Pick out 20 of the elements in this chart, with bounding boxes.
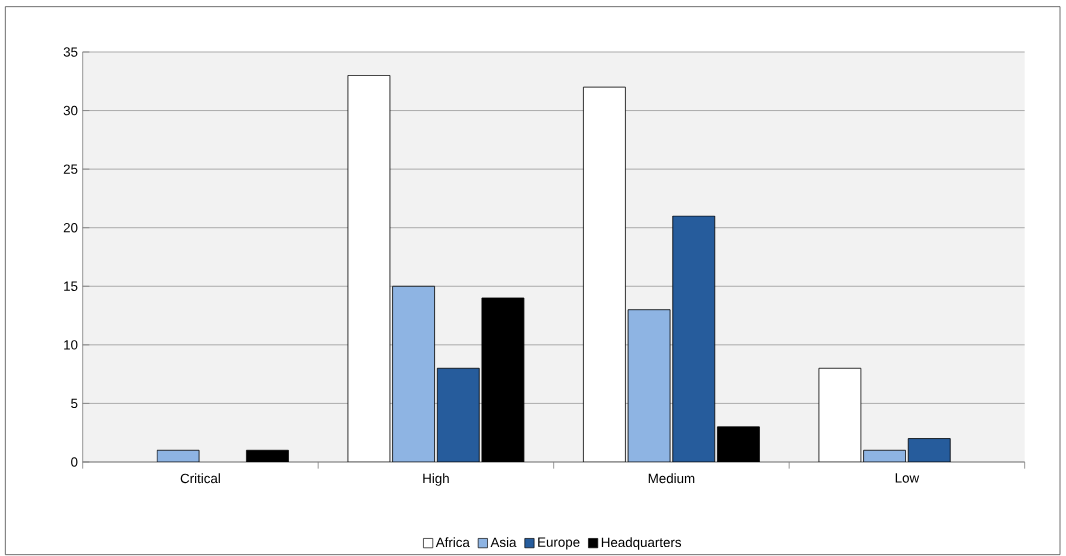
y-tick-label: 25 xyxy=(63,164,78,174)
legend-label: Asia xyxy=(490,537,517,548)
y-tick-label: 20 xyxy=(63,222,78,233)
x-tick-label: Medium xyxy=(648,473,695,484)
legend-label: Africa xyxy=(435,537,470,548)
y-tick-label: 35 xyxy=(63,47,78,57)
bar xyxy=(907,438,951,462)
y-tick-label: 10 xyxy=(64,340,78,350)
x-tick-label: High xyxy=(423,473,449,486)
bar xyxy=(156,449,200,462)
bar xyxy=(863,449,906,462)
legend-label: Headquarters xyxy=(601,537,682,550)
y-tick-label: 15 xyxy=(64,281,78,291)
legend-label: Europe xyxy=(538,537,580,550)
y-tick-label: 0 xyxy=(71,457,78,467)
y-tick-label: 30 xyxy=(63,105,78,116)
x-tick-label: Critical xyxy=(180,473,220,484)
y-tick-label: 5 xyxy=(71,398,78,409)
x-tick-label: Low xyxy=(895,473,920,483)
bar xyxy=(818,367,862,462)
